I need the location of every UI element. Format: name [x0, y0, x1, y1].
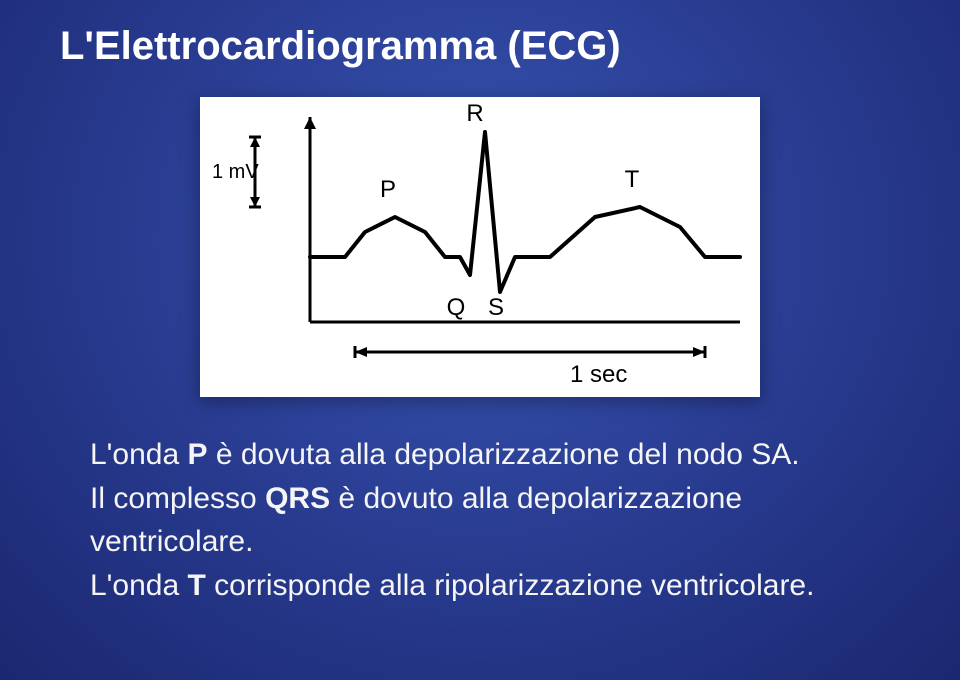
caption-line1: L'onda P è dovuta alla depolarizzazione …: [90, 438, 800, 471]
txt: L'onda: [90, 438, 188, 471]
svg-text:Q: Q: [447, 294, 466, 321]
caption-line2: Il complesso QRS è dovuto alla depolariz…: [90, 482, 742, 559]
svg-text:1 mV: 1 mV: [212, 161, 259, 183]
p-bold: P: [188, 438, 208, 471]
svg-text:T: T: [625, 166, 640, 193]
txt: Il complesso: [90, 482, 265, 515]
qrs-bold: QRS: [265, 482, 330, 515]
caption-block: L'onda P è dovuta alla depolarizzazione …: [90, 433, 870, 607]
caption-line3: L'onda T corrisponde alla ripolarizzazio…: [90, 569, 814, 602]
svg-text:R: R: [466, 100, 483, 127]
svg-text:S: S: [488, 294, 504, 321]
svg-text:P: P: [380, 176, 396, 203]
txt: L'onda: [90, 569, 188, 602]
ecg-figure: 1 mV 1 sec P Q R S T: [200, 97, 760, 397]
svg-text:1 sec: 1 sec: [570, 361, 627, 388]
txt: corrisponde alla ripolarizzazione ventri…: [206, 569, 815, 602]
txt: è dovuta alla depolarizzazione del nodo …: [208, 438, 800, 471]
page-title: L'Elettrocardiogramma (ECG): [0, 0, 960, 69]
t-bold: T: [188, 569, 206, 602]
